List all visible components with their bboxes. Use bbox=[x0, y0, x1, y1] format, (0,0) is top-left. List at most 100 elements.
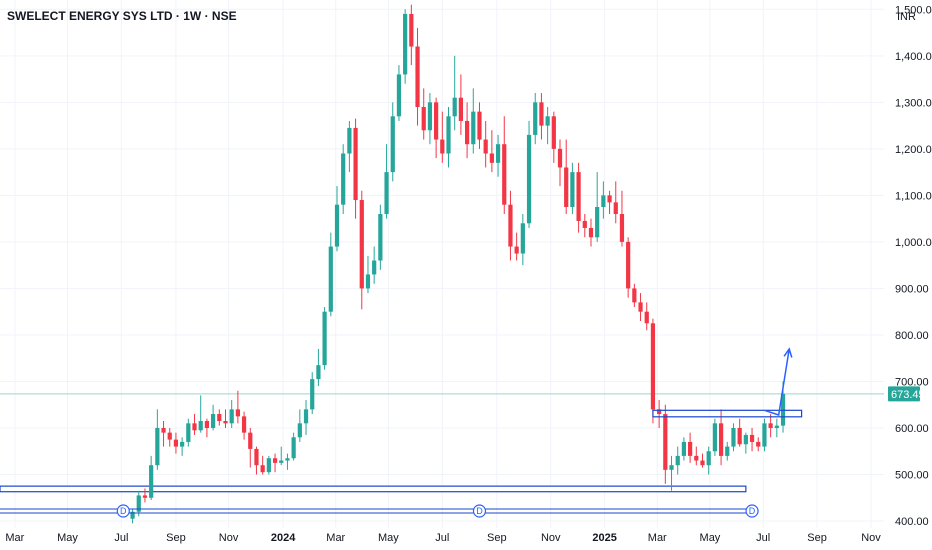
candle-body bbox=[601, 195, 606, 208]
candle bbox=[545, 106, 550, 145]
candle bbox=[706, 446, 711, 475]
candle bbox=[483, 120, 488, 168]
candle-body bbox=[669, 465, 674, 470]
candle-body bbox=[180, 441, 185, 447]
candle-body bbox=[161, 427, 166, 433]
candle bbox=[508, 190, 513, 261]
candle bbox=[279, 446, 284, 466]
candle-body bbox=[353, 127, 358, 201]
candle-body bbox=[241, 416, 247, 433]
candle-body bbox=[254, 448, 259, 466]
candle bbox=[737, 418, 742, 447]
candle-body bbox=[489, 153, 494, 163]
candle-body bbox=[520, 223, 525, 254]
dividend-marker-label: D bbox=[476, 506, 483, 516]
candle-body bbox=[576, 172, 581, 221]
candle bbox=[533, 93, 538, 145]
candle-body bbox=[675, 455, 680, 466]
candle-body bbox=[650, 323, 656, 410]
candle bbox=[588, 218, 594, 247]
candle bbox=[452, 55, 457, 131]
candle-body bbox=[582, 220, 587, 228]
time-axis[interactable]: Mar May Jul Sep Nov 2024 Mar May Jul Sep Nov 2025 Ma… bbox=[5, 532, 881, 544]
candle bbox=[526, 120, 532, 228]
candle-body bbox=[446, 116, 451, 154]
candle-body bbox=[712, 423, 717, 452]
candle bbox=[582, 213, 587, 238]
last-price-badge-bg bbox=[888, 386, 920, 402]
candle-body bbox=[452, 97, 457, 117]
candle-body bbox=[149, 465, 154, 498]
candle-body bbox=[464, 120, 470, 145]
candle bbox=[749, 427, 755, 452]
candle-body bbox=[471, 111, 476, 145]
candle-body bbox=[588, 227, 594, 238]
x-tick-label: Nov bbox=[861, 532, 881, 544]
candle bbox=[359, 190, 364, 310]
candle bbox=[440, 111, 445, 163]
candle-body bbox=[638, 302, 643, 312]
candle bbox=[434, 97, 439, 159]
candle-body bbox=[570, 172, 575, 208]
candle bbox=[632, 283, 637, 308]
candle bbox=[409, 4, 414, 66]
dividend-marker[interactable]: D bbox=[472, 504, 487, 518]
candle-body bbox=[272, 458, 278, 463]
candle bbox=[694, 446, 699, 466]
dividend-marker[interactable]: D bbox=[745, 504, 759, 518]
candle bbox=[390, 102, 395, 182]
candle-body bbox=[310, 379, 315, 410]
candle bbox=[520, 213, 525, 266]
candle bbox=[657, 400, 662, 428]
projection-arrow[interactable] bbox=[764, 348, 790, 416]
currency-label[interactable]: INR bbox=[897, 11, 916, 23]
candle bbox=[365, 255, 371, 294]
candle-body bbox=[508, 204, 513, 247]
candle bbox=[372, 246, 377, 284]
candle-body bbox=[483, 139, 488, 154]
candle bbox=[576, 162, 581, 233]
candle-body bbox=[551, 116, 556, 149]
candle-body bbox=[756, 441, 761, 447]
candle bbox=[675, 446, 680, 475]
drawing-layer bbox=[652, 347, 803, 418]
candle bbox=[619, 190, 625, 247]
breakout-box[interactable] bbox=[652, 409, 803, 418]
dividend-marker-label: D bbox=[120, 506, 127, 516]
y-tick-label: 600.00 bbox=[895, 423, 929, 435]
dividend-marker[interactable]: D bbox=[116, 504, 130, 518]
candle bbox=[502, 116, 507, 214]
candle bbox=[446, 106, 451, 168]
candle-body bbox=[762, 423, 767, 447]
candle-body bbox=[731, 427, 736, 447]
candle-body bbox=[626, 241, 631, 289]
candle bbox=[396, 65, 402, 121]
candle bbox=[514, 232, 519, 261]
candle bbox=[248, 427, 253, 468]
candle-body bbox=[291, 437, 296, 459]
candle-body bbox=[297, 423, 302, 438]
candle-body bbox=[341, 153, 346, 205]
x-tick-label: 2024 bbox=[271, 532, 296, 544]
candle bbox=[613, 181, 618, 224]
candle bbox=[774, 418, 779, 438]
candles-layer bbox=[130, 4, 786, 524]
price-axis[interactable]: 1,500.00 1,400.00 1,300.00 1,200.00 1,100.00… bbox=[895, 4, 932, 528]
candle-body bbox=[458, 97, 464, 121]
candle-body bbox=[427, 102, 433, 131]
candle bbox=[378, 204, 383, 270]
y-tick-label: 1,300.00 bbox=[895, 97, 932, 109]
candle-body bbox=[421, 106, 426, 131]
candle bbox=[638, 293, 643, 321]
candle bbox=[347, 120, 352, 173]
candle bbox=[260, 455, 265, 475]
candle-body bbox=[774, 425, 779, 428]
support-zone[interactable] bbox=[0, 485, 747, 493]
candle-body bbox=[334, 204, 340, 247]
candle-body bbox=[248, 432, 253, 449]
candle-body bbox=[477, 111, 482, 140]
candle-body bbox=[155, 427, 160, 466]
candle-body bbox=[347, 127, 352, 154]
